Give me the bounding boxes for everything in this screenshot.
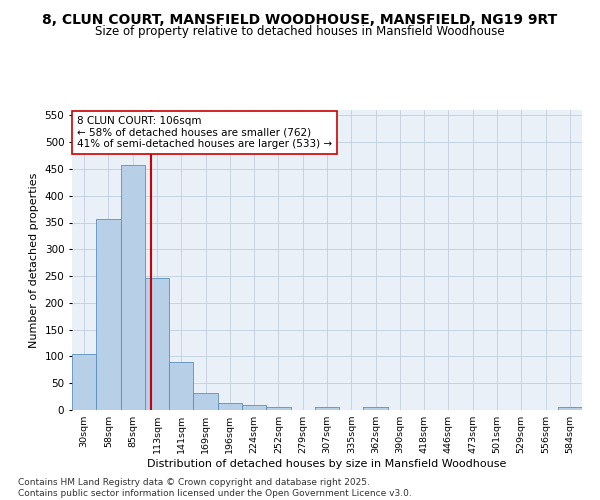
Text: 8, CLUN COURT, MANSFIELD WOODHOUSE, MANSFIELD, NG19 9RT: 8, CLUN COURT, MANSFIELD WOODHOUSE, MANS… — [43, 12, 557, 26]
Bar — [193, 393, 218, 410]
Bar — [364, 408, 388, 410]
Text: Contains HM Land Registry data © Crown copyright and database right 2025.
Contai: Contains HM Land Registry data © Crown c… — [18, 478, 412, 498]
Bar — [145, 278, 169, 410]
Bar — [121, 165, 145, 410]
Bar — [72, 354, 96, 410]
Bar — [266, 408, 290, 410]
Bar — [242, 405, 266, 410]
Bar — [96, 219, 121, 410]
Bar — [315, 408, 339, 410]
Text: Size of property relative to detached houses in Mansfield Woodhouse: Size of property relative to detached ho… — [95, 24, 505, 38]
X-axis label: Distribution of detached houses by size in Mansfield Woodhouse: Distribution of detached houses by size … — [148, 459, 506, 469]
Bar — [218, 403, 242, 410]
Y-axis label: Number of detached properties: Number of detached properties — [29, 172, 39, 348]
Bar — [169, 362, 193, 410]
Text: 8 CLUN COURT: 106sqm
← 58% of detached houses are smaller (762)
41% of semi-deta: 8 CLUN COURT: 106sqm ← 58% of detached h… — [77, 116, 332, 149]
Bar — [558, 408, 582, 410]
